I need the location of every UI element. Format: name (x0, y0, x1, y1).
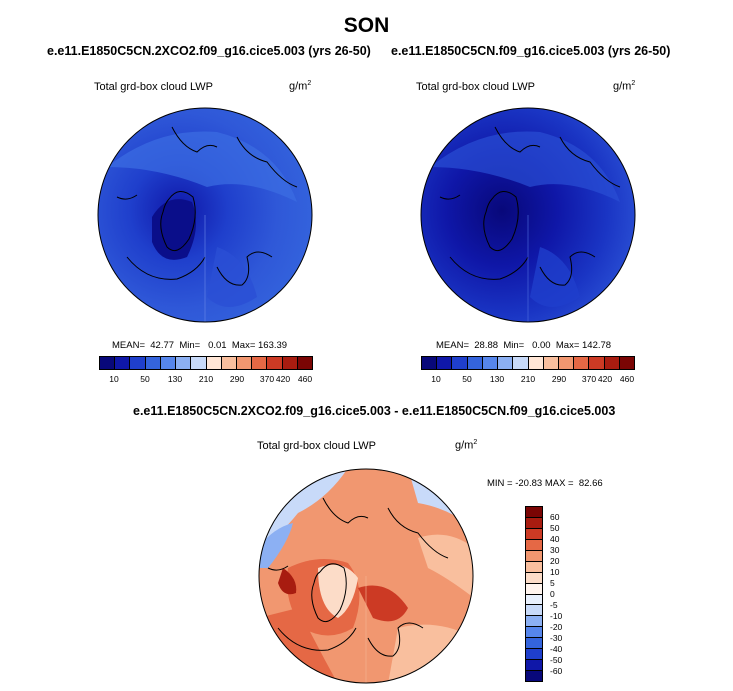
diff-stats: MIN = -20.83 MAX = 82.66 (487, 478, 603, 489)
left-units-label: g/m2 (289, 80, 312, 93)
diff-tick-label: 50 (550, 523, 560, 533)
right-units-label: g/m2 (613, 80, 636, 93)
left-tick-label: 130 (167, 374, 183, 384)
diff-tick-label: 0 (550, 589, 555, 599)
diff-panel-title: e.e11.E1850C5CN.2XCO2.f09_g16.cice5.003 … (133, 404, 616, 418)
diff-coastlines (267, 497, 449, 657)
left-tick-label: 290 (229, 374, 245, 384)
diff-polar-map (258, 468, 474, 684)
diff-tick-label: 10 (550, 567, 560, 577)
left-tick-label: 10 (109, 374, 119, 384)
figure-title: SON (343, 14, 390, 37)
left-stats: MEAN= 42.77 Min= 0.01 Max= 163.39 (112, 340, 288, 351)
right-variable-label: Total grd-box cloud LWP (416, 81, 536, 93)
left-tick-label: 460 (297, 374, 313, 384)
diff-colorbar (525, 506, 543, 682)
left-tick-label: 210 (198, 374, 214, 384)
left-coastlines (116, 126, 298, 286)
right-tick-label: 290 (551, 374, 567, 384)
left-polar-map (97, 107, 313, 323)
diff-tick-label: 30 (550, 545, 560, 555)
left-tick-label: 50 (140, 374, 150, 384)
diff-tick-label: -20 (550, 622, 563, 632)
right-panel-title: e.e11.E1850C5CN.f09_g16.cice5.003 (yrs 2… (391, 44, 671, 58)
diff-variable-label: Total grd-box cloud LWP (257, 440, 377, 452)
diff-tick-label: -10 (550, 611, 563, 621)
left-tick-label: 420 (275, 374, 291, 384)
diff-tick-label: 20 (550, 556, 560, 566)
right-tick-label: 420 (597, 374, 613, 384)
diff-units-label: g/m2 (455, 439, 478, 452)
diff-tick-label: 40 (550, 534, 560, 544)
diff-tick-label: -30 (550, 633, 563, 643)
left-colorbar-labels: 10 50 130 210 290 370 420 460 (99, 374, 313, 386)
diff-tick-label: -5 (550, 600, 558, 610)
diff-tick-label: 60 (550, 512, 560, 522)
left-tick-label: 370 (259, 374, 275, 384)
right-polar-map (420, 107, 636, 323)
right-tick-label: 370 (581, 374, 597, 384)
right-colorbar-labels: 10 50 130 210 290 370 420 460 (421, 374, 635, 386)
right-stats: MEAN= 28.88 Min= 0.00 Max= 142.78 (436, 340, 612, 351)
diff-tick-label: 5 (550, 578, 555, 588)
right-tick-label: 210 (520, 374, 536, 384)
right-tick-label: 130 (489, 374, 505, 384)
left-panel-title: e.e11.E1850C5CN.2XCO2.f09_g16.cice5.003 … (47, 44, 371, 58)
left-variable-label: Total grd-box cloud LWP (94, 81, 214, 93)
diff-tick-label: -50 (550, 655, 563, 665)
right-coastlines (439, 126, 621, 286)
left-colorbar (99, 356, 313, 370)
right-tick-label: 460 (619, 374, 635, 384)
right-tick-label: 10 (431, 374, 441, 384)
diff-tick-label: -40 (550, 644, 563, 654)
diff-colorbar-labels: 60 50 40 30 20 10 5 0 -5 -10 -20 -30 -40… (550, 506, 580, 682)
diff-tick-label: -60 (550, 666, 563, 676)
right-tick-label: 50 (462, 374, 472, 384)
right-colorbar (421, 356, 635, 370)
